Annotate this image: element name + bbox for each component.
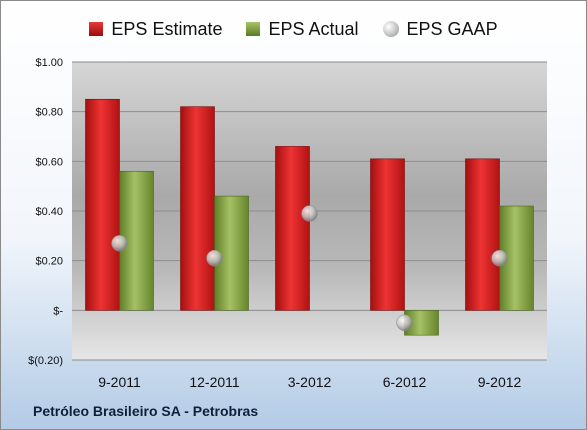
company-name: Petróleo Brasileiro SA - Petrobras (33, 403, 259, 419)
legend-swatch-eps-gaap (382, 21, 399, 37)
marker-eps-gaap (206, 249, 223, 267)
bar-eps-estimate (180, 106, 215, 311)
y-tick-label: $0.40 (35, 206, 63, 218)
y-tick-label: $(0.20) (28, 355, 63, 367)
y-tick-label: $0.20 (35, 256, 63, 268)
y-tick-label: $0.60 (35, 156, 63, 168)
legend-item-eps-estimate: EPS Estimate (89, 19, 222, 40)
x-tick-label: 3-2012 (288, 374, 332, 390)
bar-eps-estimate (465, 158, 500, 311)
x-tick-label: 9-2011 (98, 374, 141, 390)
y-tick-label: $- (53, 305, 63, 317)
legend-swatch-eps-estimate (89, 22, 104, 36)
bar-eps-estimate (370, 158, 405, 311)
x-tick-label: 12-2011 (189, 374, 240, 390)
chart-legend: EPS Estimate EPS Actual EPS GAAP (1, 17, 586, 41)
legend-label-eps-gaap: EPS GAAP (406, 18, 498, 39)
marker-eps-gaap (111, 235, 128, 252)
legend-item-eps-gaap: EPS GAAP (382, 18, 498, 40)
bar-eps-estimate (85, 98, 120, 311)
y-tick-label: $1.00 (35, 57, 63, 69)
x-tick-label: 6-2012 (383, 374, 427, 390)
marker-eps-gaap (396, 314, 413, 331)
legend-item-eps-actual: EPS Actual (246, 18, 359, 40)
legend-swatch-eps-actual (246, 22, 261, 36)
marker-eps-gaap (491, 249, 508, 267)
x-tick-label: 9-2012 (478, 374, 522, 390)
legend-label-eps-estimate: EPS Estimate (111, 18, 223, 39)
bar-eps-estimate (275, 146, 310, 311)
marker-eps-gaap (301, 205, 318, 222)
legend-label-eps-actual: EPS Actual (268, 18, 359, 39)
y-tick-label: $0.80 (35, 107, 63, 119)
